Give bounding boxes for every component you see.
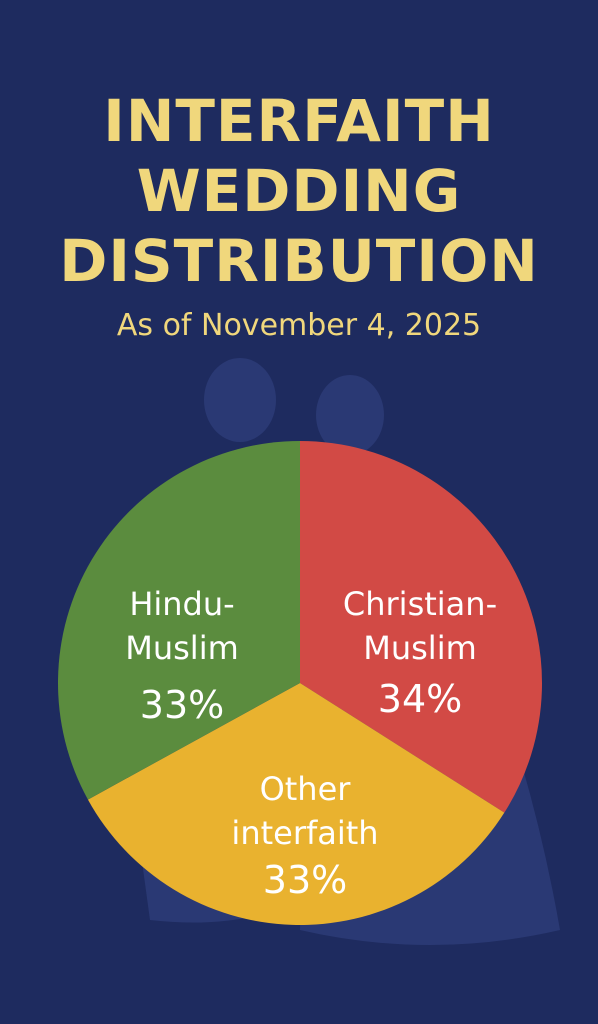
title-line-1: INTERFAITH xyxy=(103,87,495,155)
pie-slice-hindumuslim xyxy=(58,441,300,800)
slice-label: Muslim xyxy=(125,629,239,667)
slice-value-label: 34% xyxy=(378,677,462,721)
slice-label: interfaith xyxy=(231,814,378,852)
chart-subtitle: As of November 4, 2025 xyxy=(116,308,482,343)
slice-value-label: 33% xyxy=(263,858,347,902)
title-line-2: WEDDING xyxy=(136,157,462,225)
pie-slice-otherinterfaith xyxy=(87,683,505,926)
slice-label: Christian- xyxy=(343,585,497,623)
pie-slice-christianmuslim xyxy=(300,441,542,813)
chart-title: INTERFAITH WEDDING DISTRIBUTION xyxy=(0,86,598,296)
slice-label: Hindu- xyxy=(129,585,234,623)
title-line-3: DISTRIBUTION xyxy=(59,227,539,295)
slice-label: Muslim xyxy=(363,629,477,667)
slice-label: Other xyxy=(260,770,352,808)
slice-value-label: 33% xyxy=(140,683,224,727)
